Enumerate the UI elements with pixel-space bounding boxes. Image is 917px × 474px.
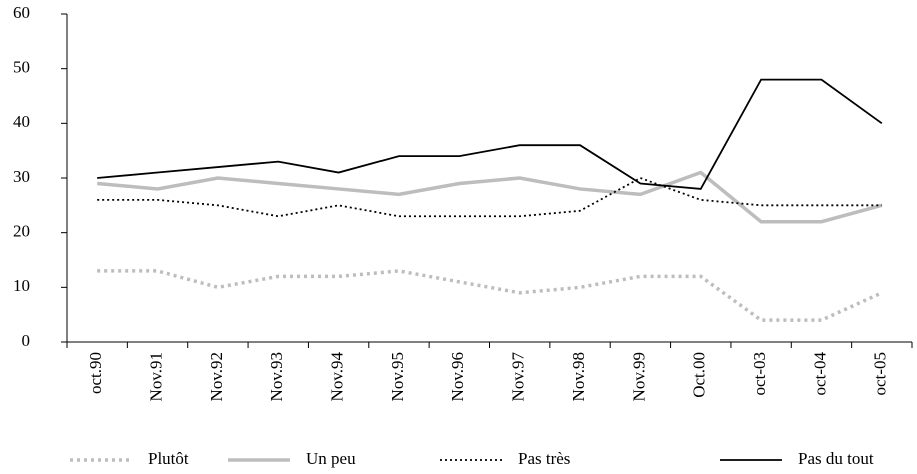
- x-tick-label: Nov.98: [569, 352, 588, 401]
- x-tick-label: oct-05: [871, 352, 890, 395]
- y-tick-label: 60: [13, 3, 30, 22]
- y-tick-label: 20: [13, 222, 30, 241]
- legend-label: Pas très: [518, 449, 570, 468]
- series-line: [97, 78, 883, 190]
- x-tick-label: oct.90: [86, 352, 105, 394]
- y-tick-label: 0: [22, 331, 31, 350]
- y-tick-label: 40: [13, 112, 30, 131]
- y-tick-label: 10: [13, 276, 30, 295]
- x-tick-label: Nov.91: [146, 352, 165, 401]
- x-tick-label: oct-04: [810, 352, 829, 396]
- series-line: [97, 170, 883, 224]
- series-line: [97, 177, 882, 218]
- x-tick-label: Nov.97: [509, 352, 528, 402]
- x-tick-label: Nov.96: [448, 352, 467, 401]
- x-tick-label: Nov.99: [629, 352, 648, 401]
- x-tick-label: Oct.00: [690, 352, 709, 398]
- x-tick-label: Nov.92: [207, 352, 226, 401]
- series-line: [97, 269, 883, 322]
- x-tick-label: Nov.95: [388, 352, 407, 401]
- x-tick-label: oct-03: [750, 352, 769, 395]
- legend-label: Un peu: [306, 449, 356, 468]
- x-tick-label: Nov.93: [267, 352, 286, 401]
- y-tick-label: 50: [13, 58, 30, 77]
- legend-label: Plutôt: [148, 449, 189, 468]
- x-tick-label: Nov.94: [328, 352, 347, 402]
- legend-label: Pas du tout: [798, 449, 874, 468]
- y-tick-label: 30: [13, 167, 30, 186]
